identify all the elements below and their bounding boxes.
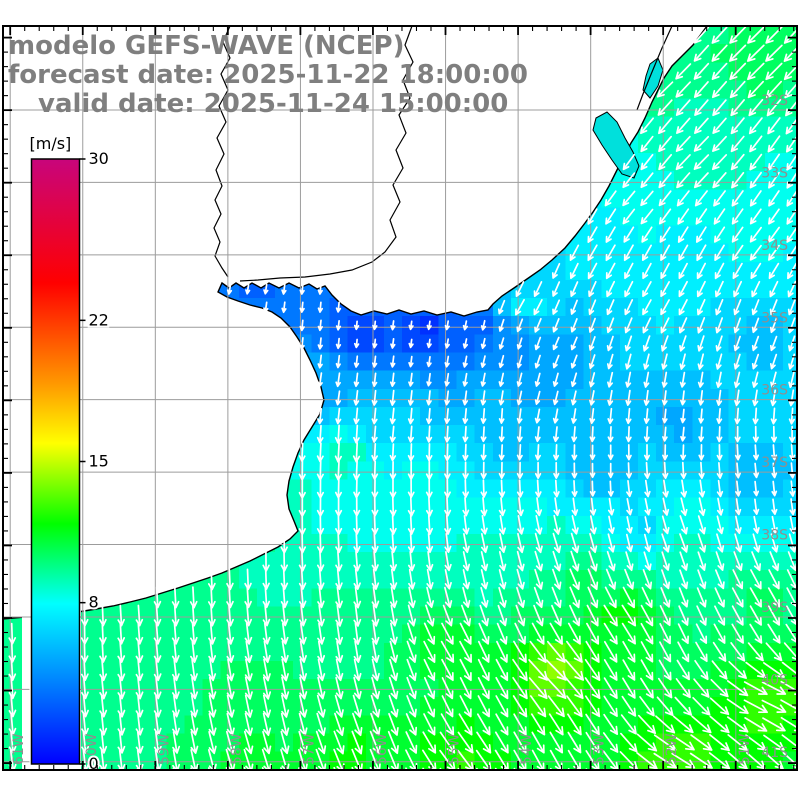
colorbar-tick-label: 22 [89,310,109,329]
lat-label: 35S [761,310,788,326]
valid-date-line: valid date: 2025-11-24 15:00:00 [38,89,509,119]
colorbar-unit: [m/s] [30,134,72,153]
graticule [3,26,797,770]
river [213,25,231,278]
wind-arrows [8,26,797,770]
lat-label: 41S [761,745,788,761]
lon-label: 54W [519,733,535,765]
lon-label: 53W [592,733,608,765]
lon-label: 55W [447,733,463,765]
colorbar-tick-label: 8 [89,593,99,612]
land-mass [2,25,709,620]
lon-label: 52W [664,733,680,765]
lat-label: 32S [761,93,788,109]
lat-label: 40S [761,672,788,688]
lon-label: 61W [11,733,27,765]
lat-label: 33S [761,165,788,181]
model-title: modelo GEFS-WAVE (NCEP) [8,31,405,61]
colorbar-tick-label: 15 [89,452,109,471]
lon-label: 58W [229,733,245,765]
colorbar-tick-label: 30 [89,149,109,168]
river [239,25,414,282]
axis-labels: 61W 60W 59W 58W 57W 56W 55W 54W 53W 52W 51W 32S 33S 3… [11,93,788,765]
forecast-date-line: forecast date: 2025-11-22 18:00:00 [8,60,528,90]
map-border [2,25,798,771]
lat-label: 34S [761,238,788,254]
lat-label: 39S [761,600,788,616]
lon-label: 56W [374,733,390,765]
lon-label: 57W [301,733,317,765]
lagoon [592,111,640,179]
map-frame-and-ticks [2,25,798,771]
lon-label: 60W [84,733,100,765]
lat-label: 37S [761,455,788,471]
lon-label: 51W [737,733,753,765]
coastal-barrier [636,25,673,111]
lat-label: 38S [761,528,788,544]
colorbar-gradient [30,158,81,765]
lagoon [642,57,664,99]
lat-label: 36S [761,383,788,399]
lon-label: 59W [156,733,172,765]
